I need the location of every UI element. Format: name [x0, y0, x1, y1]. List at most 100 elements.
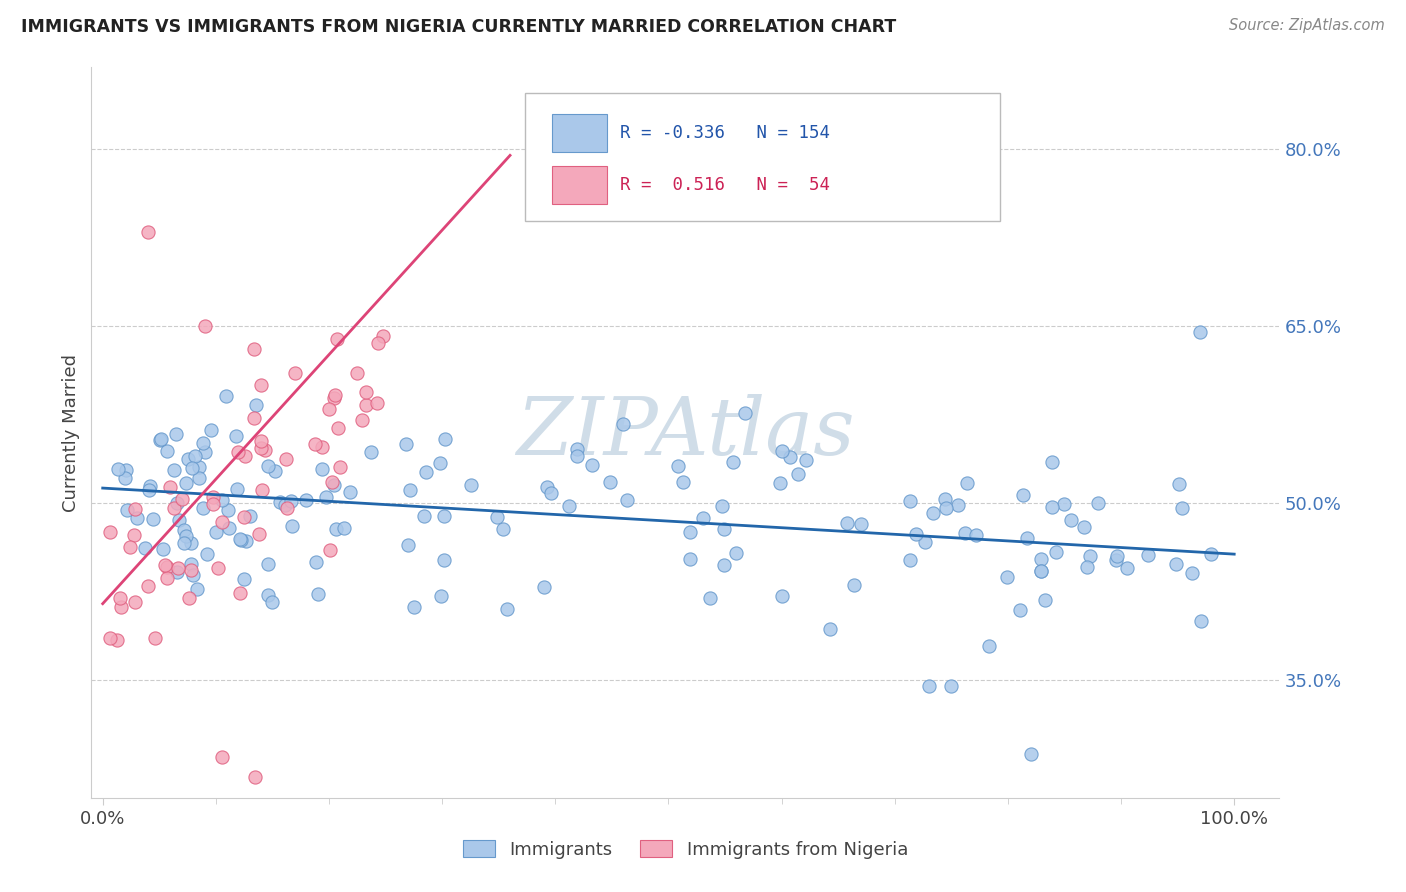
Point	[114, 471, 136, 485]
Point	[195, 547, 218, 561]
Point	[201, 490, 224, 504]
Point	[818, 622, 841, 636]
Point	[98, 524, 121, 539]
Point	[322, 391, 344, 405]
Point	[692, 510, 714, 524]
Point	[167, 560, 190, 574]
Point	[485, 509, 508, 524]
Point	[211, 492, 233, 507]
Point	[326, 332, 349, 346]
Point	[319, 543, 342, 558]
Point	[180, 535, 202, 549]
Point	[678, 552, 700, 566]
Point	[558, 499, 581, 513]
Text: R =  0.516   N =  54: R = 0.516 N = 54	[620, 176, 830, 194]
Point	[194, 445, 217, 459]
Point	[134, 541, 156, 555]
Point	[770, 589, 793, 603]
Point	[311, 440, 333, 454]
Point	[284, 367, 307, 381]
Point	[108, 591, 131, 605]
Point	[787, 467, 810, 482]
Point	[280, 519, 302, 533]
Point	[201, 497, 224, 511]
Point	[433, 432, 456, 446]
Point	[304, 436, 326, 450]
Point	[329, 460, 352, 475]
Point	[995, 570, 1018, 584]
Point	[249, 434, 271, 448]
Point	[429, 456, 451, 470]
Point	[533, 580, 555, 594]
Point	[183, 568, 205, 582]
Point	[835, 516, 858, 530]
Point	[229, 532, 252, 546]
Point	[250, 441, 273, 455]
Point	[1033, 593, 1056, 607]
Point	[666, 458, 689, 473]
Point	[430, 590, 453, 604]
Point	[540, 485, 562, 500]
Point	[323, 478, 346, 492]
Point	[124, 595, 146, 609]
Point	[941, 679, 963, 693]
Point	[769, 476, 792, 491]
Point	[321, 475, 343, 489]
Point	[184, 449, 207, 463]
Point	[173, 536, 195, 550]
Point	[398, 483, 420, 497]
Point	[955, 526, 977, 541]
Point	[247, 527, 270, 541]
Point	[921, 506, 943, 520]
Point	[136, 225, 159, 239]
Point	[492, 522, 515, 536]
Point	[721, 455, 744, 469]
Point	[165, 427, 187, 442]
Point	[1040, 455, 1063, 469]
Point	[139, 479, 162, 493]
Point	[1189, 326, 1212, 340]
Point	[433, 553, 456, 567]
Point	[218, 521, 240, 535]
Point	[734, 406, 756, 420]
Point	[1040, 500, 1063, 514]
Point	[159, 480, 181, 494]
Point	[567, 450, 589, 464]
Point	[124, 502, 146, 516]
Point	[616, 493, 638, 508]
Point	[412, 509, 434, 524]
Point	[156, 571, 179, 585]
Point	[142, 512, 165, 526]
Point	[188, 460, 211, 475]
Point	[396, 538, 419, 552]
Point	[207, 561, 229, 575]
Point	[274, 498, 297, 512]
Point	[98, 631, 121, 645]
Point	[245, 398, 267, 412]
Point	[173, 523, 195, 537]
Point	[402, 600, 425, 615]
Point	[187, 471, 209, 485]
Point	[1076, 560, 1098, 574]
Point	[232, 510, 254, 524]
Point	[1031, 564, 1053, 578]
Point	[229, 586, 252, 600]
Point	[166, 496, 188, 510]
Point	[1073, 520, 1095, 534]
Point	[107, 462, 129, 476]
Point	[1116, 561, 1139, 575]
Point	[1166, 557, 1188, 571]
Point	[318, 402, 340, 417]
Point	[180, 558, 202, 572]
Point	[536, 480, 558, 494]
Point	[360, 444, 382, 458]
Point	[262, 594, 284, 608]
Point	[162, 501, 184, 516]
Y-axis label: Currently Married: Currently Married	[62, 353, 80, 512]
Point	[934, 491, 956, 506]
Legend: Immigrants, Immigrants from Nigeria: Immigrants, Immigrants from Nigeria	[456, 833, 915, 866]
Point	[1181, 566, 1204, 581]
Point	[242, 342, 264, 356]
Point	[180, 563, 202, 577]
Point	[280, 494, 302, 508]
